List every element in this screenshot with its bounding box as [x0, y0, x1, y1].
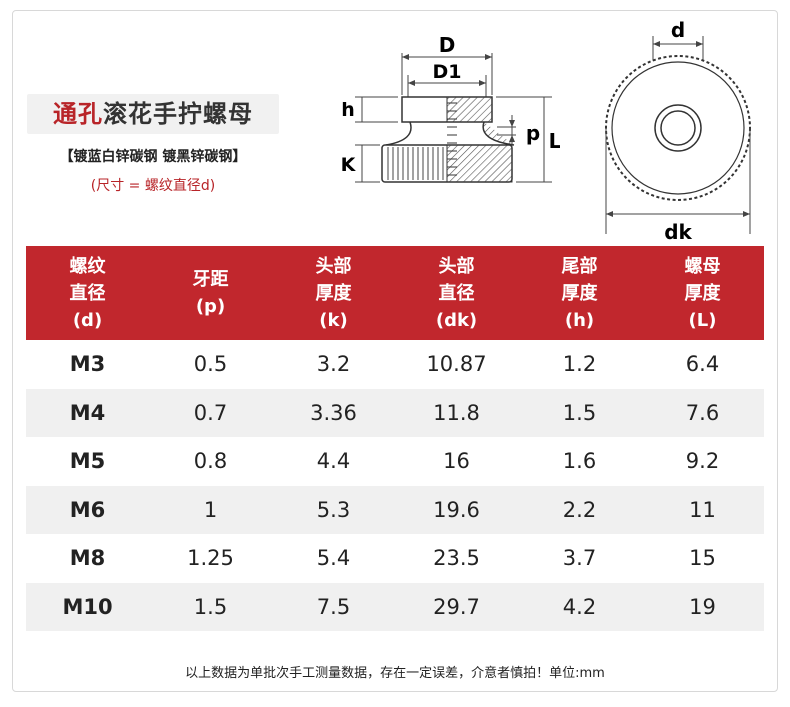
label-L: L — [549, 129, 560, 153]
header-pitch: 牙距 (p) — [192, 269, 229, 317]
measurement-disclaimer: 以上数据为单批次手工测量数据，存在一定误差，介意者慎拍！单位:mm — [185, 666, 605, 681]
cell-pitch: 1.25 — [187, 546, 234, 571]
cell-tail-thickness: 1.2 — [562, 352, 597, 377]
cell-pitch: 0.8 — [193, 449, 228, 474]
cell-size: M5 — [69, 449, 106, 474]
cell-pitch: 1.5 — [193, 594, 228, 619]
cell-head-diameter: 29.7 — [433, 594, 480, 619]
label-dk: dk — [664, 220, 692, 244]
cell-head-thickness: 7.5 — [316, 594, 351, 619]
header-tail-thickness: 尾部 厚度 (h) — [561, 255, 598, 331]
cell-nut-thickness: 6.4 — [685, 352, 720, 377]
cell-pitch: 0.7 — [193, 400, 228, 425]
table-row: M8 1.25 5.4 23.5 3.7 15 — [26, 534, 764, 583]
header-nut-thickness: 螺母 厚度 (L) — [684, 255, 721, 331]
cell-head-diameter: 16 — [443, 449, 470, 474]
cell-size: M3 — [69, 352, 106, 377]
cell-size: M8 — [69, 546, 106, 571]
label-p: p — [526, 121, 540, 145]
cell-head-thickness: 5.4 — [316, 546, 351, 571]
label-h: h — [341, 99, 355, 121]
cell-head-thickness: 3.36 — [310, 400, 357, 425]
cell-tail-thickness: 4.2 — [562, 594, 597, 619]
label-D1: D1 — [433, 61, 462, 83]
size-note: (尺寸 = 螺纹直径d) — [90, 178, 216, 194]
cell-pitch: 0.5 — [193, 352, 228, 377]
cell-head-thickness: 3.2 — [316, 352, 351, 377]
cell-head-diameter: 19.6 — [433, 497, 480, 522]
cell-head-diameter: 11.8 — [433, 400, 480, 425]
cell-nut-thickness: 9.2 — [685, 449, 720, 474]
table-row: M4 0.7 3.36 11.8 1.5 7.6 — [26, 388, 764, 437]
cell-tail-thickness: 1.5 — [562, 400, 597, 425]
cell-nut-thickness: 11 — [689, 497, 716, 522]
header-thread-diameter: 螺纹 直径 (d) — [69, 255, 106, 331]
cell-nut-thickness: 7.6 — [685, 400, 720, 425]
table-row: M5 0.8 4.4 16 1.6 9.2 — [26, 437, 764, 486]
table-row: M6 1 5.3 19.6 2.2 11 — [26, 485, 764, 534]
material-subtitle: 【镀蓝白锌碳钢 镀黑锌碳钢】 — [59, 149, 247, 165]
cell-size: M6 — [69, 497, 106, 522]
table-row: M3 0.5 3.2 10.87 1.2 6.4 — [26, 340, 764, 389]
title-red-part: 通孔 — [53, 100, 103, 128]
spec-table-header: 螺纹 直径 (d) 牙距 (p) 头部 厚度 (k) 头部 直径 (dk) 尾部… — [26, 246, 764, 340]
cell-size: M4 — [69, 400, 106, 425]
cell-head-thickness: 5.3 — [316, 497, 351, 522]
product-title: 通孔滚花手拧螺母 — [27, 94, 279, 134]
top-view-diagram: d dk — [605, 18, 751, 244]
header-head-diameter: 头部 直径 (dk) — [435, 255, 478, 331]
side-view-diagram: D D1 h K p L — [341, 33, 560, 183]
table-row: M10 1.5 7.5 29.7 4.2 19 — [26, 582, 764, 631]
spec-table-body: M3 0.5 3.2 10.87 1.2 6.4 M4 0.7 3.36 11.… — [26, 340, 764, 631]
cell-head-diameter: 23.5 — [433, 546, 480, 571]
label-D: D — [439, 33, 456, 57]
cell-size: M10 — [62, 594, 113, 619]
cell-nut-thickness: 19 — [689, 594, 716, 619]
header-head-thickness: 头部 厚度 (k) — [315, 255, 352, 331]
cell-tail-thickness: 1.6 — [562, 449, 597, 474]
cell-tail-thickness: 3.7 — [562, 546, 597, 571]
label-K: K — [341, 154, 357, 176]
cell-tail-thickness: 2.2 — [562, 497, 597, 522]
cell-head-diameter: 10.87 — [426, 352, 487, 377]
label-d: d — [671, 18, 685, 42]
title-dark-part: 滚花手拧螺母 — [103, 100, 253, 128]
cell-head-thickness: 4.4 — [316, 449, 351, 474]
cell-pitch: 1 — [203, 497, 218, 522]
cell-nut-thickness: 15 — [689, 546, 716, 571]
